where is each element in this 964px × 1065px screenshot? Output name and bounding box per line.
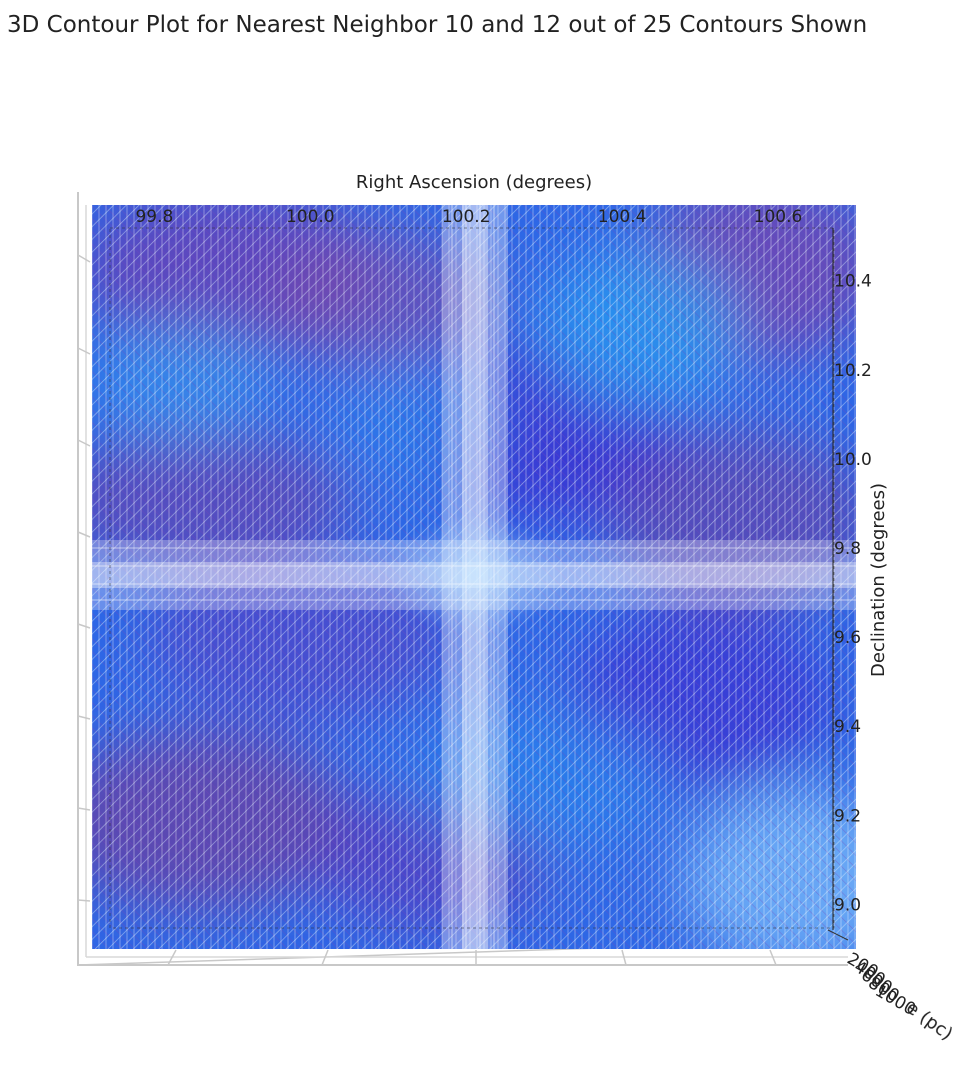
y-tick-label: 9.8: [834, 539, 861, 559]
x-tick-label: 100.0: [286, 207, 335, 227]
y-axis-label: Declination (degrees): [868, 483, 889, 677]
z-axis-label: e (pc): [902, 997, 957, 1045]
y-tick-label: 10.0: [834, 450, 872, 470]
y-tick-label: 10.4: [834, 272, 872, 292]
y-tick-label: 9.2: [834, 806, 861, 826]
x-tick-labels: 99.8 100.0 100.2 100.4 100.6: [135, 207, 802, 227]
x-axis-label: Right Ascension (degrees): [356, 172, 592, 193]
x-tick-label: 99.8: [135, 207, 173, 227]
axes-pane: [77, 192, 849, 966]
z-axis-line: [827, 228, 849, 941]
x-tick-label: 100.6: [754, 207, 803, 227]
y-tick-label: 9.4: [834, 717, 861, 737]
x-tick-label: 100.2: [442, 207, 491, 227]
contour-surface: [92, 205, 856, 949]
y-tick-label: 10.2: [834, 361, 872, 381]
x-tick-label: 100.4: [598, 207, 647, 227]
y-tick-label: 9.0: [834, 895, 861, 915]
chart-title: 3D Contour Plot for Nearest Neighbor 10 …: [7, 12, 868, 38]
y-tick-labels: 10.4 10.2 10.0 9.8 9.6 9.4 9.2 9.0: [834, 272, 872, 916]
y-tick-label: 9.6: [834, 628, 861, 648]
